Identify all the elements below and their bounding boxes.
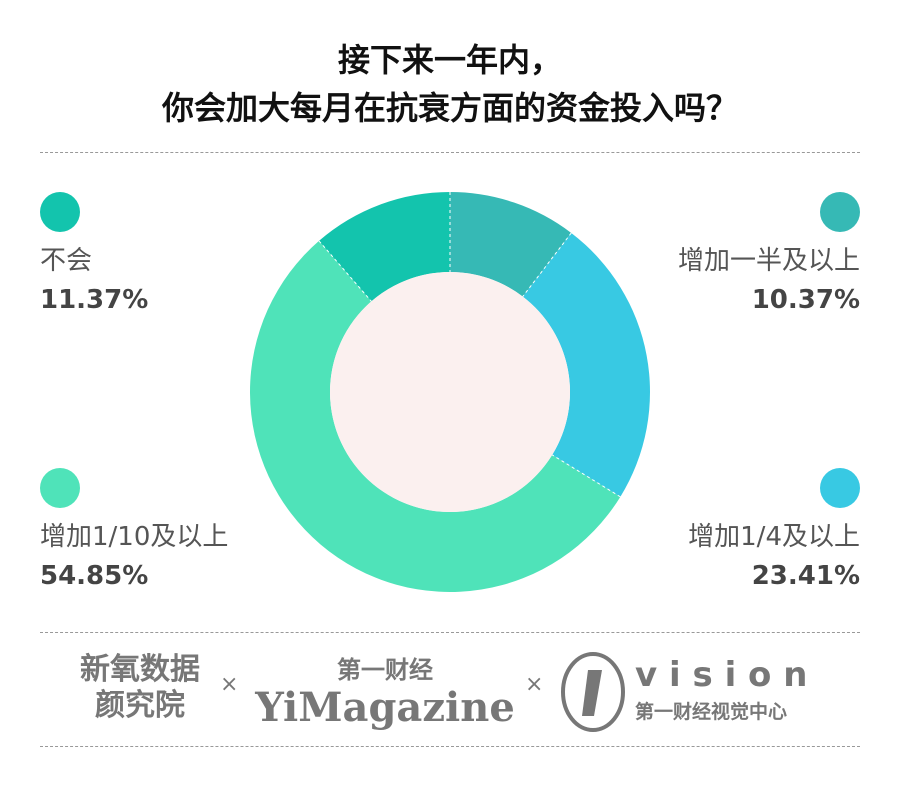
legend-dot-2 <box>40 468 80 508</box>
title-line-2: 你会加大每月在抗衰方面的资金投入吗？ <box>161 89 738 127</box>
vision-logo-icon <box>561 652 625 732</box>
donut-slice-0 <box>450 192 572 297</box>
donut-center <box>330 272 570 512</box>
legend-value: 23.41% <box>751 561 860 591</box>
slice-separator <box>318 240 372 302</box>
legend-dot-0 <box>820 192 860 232</box>
legend-item-1: 增加1/4及以上 23.41% <box>688 516 860 591</box>
slice-separator <box>522 232 572 297</box>
legend-item-3: 不会 11.37% <box>40 240 148 315</box>
donut-slice-3 <box>318 192 450 302</box>
divider <box>40 746 860 747</box>
donut-slice-2 <box>249 240 621 593</box>
title-line-1: 接下来一年内， <box>337 41 562 79</box>
legend-item-2: 增加1/10及以上 54.85% <box>40 516 228 591</box>
legend-item-0: 增加一半及以上 10.37% <box>678 240 860 315</box>
slice-separator <box>551 454 621 498</box>
divider <box>40 632 860 633</box>
divider <box>40 152 860 153</box>
legend-dot-3 <box>40 192 80 232</box>
legend-value: 10.37% <box>751 285 860 315</box>
legend-label: 增加1/10及以上 <box>40 522 229 552</box>
logo-vision: v i s i o n 第一财经视觉中心 <box>635 655 808 723</box>
legend-label: 增加1/4及以上 <box>688 522 860 552</box>
legend-dot-1 <box>820 468 860 508</box>
logo-soyoung: 新氧数据 颜究院 <box>80 652 200 723</box>
separator: × <box>220 672 239 697</box>
legend-label: 增加一半及以上 <box>677 246 860 276</box>
legend-label: 不会 <box>40 246 93 276</box>
legend-value: 54.85% <box>40 561 149 591</box>
separator: × <box>525 672 544 697</box>
donut-slice-1 <box>522 232 650 497</box>
legend-value: 11.37% <box>40 285 149 315</box>
logo-yimagazine: 第一财经 YiMagazine <box>255 656 515 731</box>
